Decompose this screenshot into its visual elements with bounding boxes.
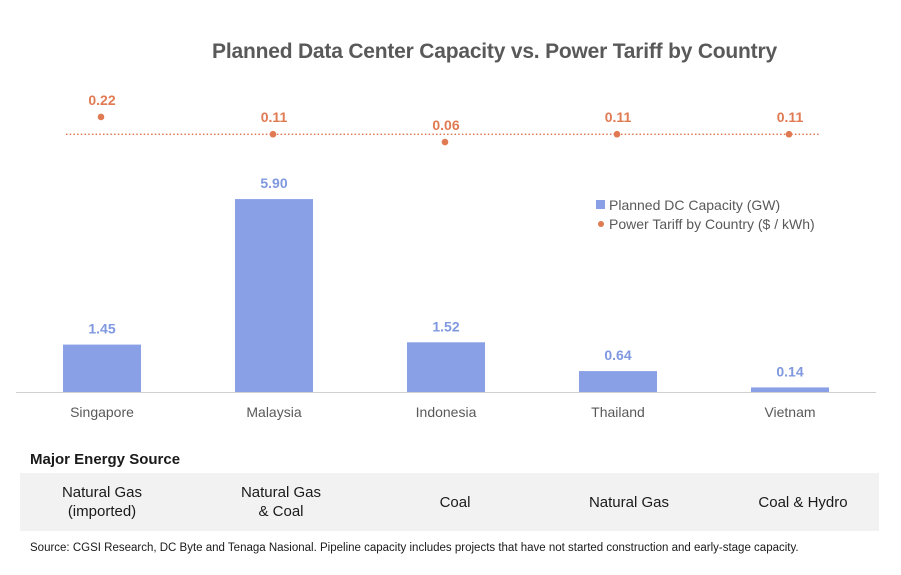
x-tick-label-thailand: Thailand <box>591 404 645 420</box>
tariff-point-singapore <box>97 113 105 121</box>
energy-source-malaysia: Natural Gas & Coal <box>240 484 322 520</box>
bar-value-label-thailand: 0.64 <box>604 347 631 363</box>
energy-source-indonesia: Coal <box>439 493 471 511</box>
tariff-point-vietnam <box>785 130 793 138</box>
tariff-value-label-thailand: 0.11 <box>605 109 632 125</box>
legend-label-tariff: Power Tariff by Country ($ / kWh) <box>609 215 815 232</box>
legend-bar-swatch <box>596 200 605 209</box>
energy-section-label: Major Energy Source <box>30 451 181 468</box>
x-tick-label-vietnam: Vietnam <box>764 404 815 420</box>
x-tick-label-indonesia: Indonesia <box>416 404 477 420</box>
bar-value-label-singapore: 1.45 <box>88 321 115 337</box>
bar-singapore <box>63 344 141 392</box>
tariff-value-label-vietnam: 0.11 <box>777 109 804 125</box>
tariff-value-label-singapore: 0.22 <box>88 92 115 108</box>
chart-legend: Planned DC Capacity (GW) Power Tariff by… <box>596 195 815 233</box>
bar-thailand <box>579 371 657 392</box>
source-note: Source: CGSI Research, DC Byte and Tenag… <box>30 542 799 554</box>
legend-item-tariff: Power Tariff by Country ($ / kWh) <box>596 214 815 233</box>
chart-plot: 1.45 Singapore 0.22 5.90 Malaysia 0.11 1.52 Ind… <box>16 92 876 420</box>
tariff-point-malaysia <box>269 130 277 138</box>
chart-title: Planned Data Center Capacity vs. Power T… <box>212 40 777 63</box>
tariff-point-thailand <box>613 130 621 138</box>
x-tick-label-singapore: Singapore <box>70 404 134 420</box>
energy-source-singapore: Natural Gas (imported) <box>61 484 143 520</box>
bar-value-label-malaysia: 5.90 <box>260 175 287 191</box>
energy-source-thailand: Natural Gas <box>588 493 670 511</box>
bar-value-label-indonesia: 1.52 <box>432 318 459 334</box>
x-tick-label-malaysia: Malaysia <box>246 404 301 420</box>
legend-dot-swatch <box>596 219 605 228</box>
tariff-value-label-malaysia: 0.11 <box>261 109 288 125</box>
energy-source-vietnam: Coal & Hydro <box>758 493 848 511</box>
bar-indonesia <box>407 342 485 392</box>
tariff-value-label-indonesia: 0.06 <box>432 117 459 133</box>
legend-label-capacity: Planned DC Capacity (GW) <box>609 196 781 213</box>
energy-source-table: Natural Gas (imported) Natural Gas & Coa… <box>20 473 879 531</box>
bar-malaysia <box>235 199 313 392</box>
tariff-point-indonesia <box>441 138 449 146</box>
legend-item-capacity: Planned DC Capacity (GW) <box>596 195 815 214</box>
bar-value-label-vietnam: 0.14 <box>776 363 803 379</box>
bar-vietnam <box>751 387 829 392</box>
